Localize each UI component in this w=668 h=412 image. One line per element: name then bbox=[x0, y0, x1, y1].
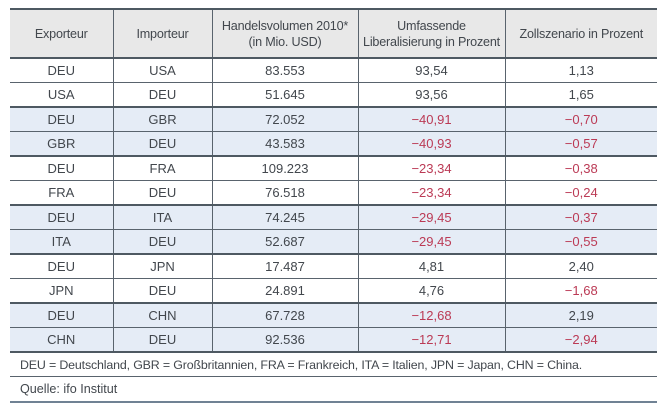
cell-liberalisierung: −23,34 bbox=[357, 155, 505, 181]
cell-liberalisierung: 93,56 bbox=[357, 82, 505, 107]
col-header-label: Importeur bbox=[136, 26, 189, 41]
cell-zollszenario: 1,65 bbox=[504, 82, 657, 107]
col-header-label: Umfassende bbox=[397, 18, 466, 33]
cell-handelsvolumen: 109.223 bbox=[211, 155, 358, 181]
cell-zollszenario: −2,94 bbox=[504, 327, 657, 353]
cell-zollszenario: −0,38 bbox=[504, 155, 657, 181]
cell-liberalisierung: −40,91 bbox=[357, 106, 505, 132]
cell-liberalisierung: 4,76 bbox=[357, 278, 505, 303]
cell-handelsvolumen: 51.645 bbox=[211, 82, 358, 107]
cell-importeur: JPN bbox=[112, 253, 212, 279]
cell-zollszenario: 2,19 bbox=[504, 302, 657, 328]
cell-liberalisierung: 4,81 bbox=[357, 253, 505, 279]
cell-importeur: DEU bbox=[112, 229, 212, 254]
cell-liberalisierung: 93,54 bbox=[357, 58, 505, 83]
cell-handelsvolumen: 24.891 bbox=[211, 278, 358, 303]
cell-zollszenario: −0,37 bbox=[504, 204, 657, 230]
cell-handelsvolumen: 76.518 bbox=[211, 180, 358, 205]
table-row: DEU ITA 74.245 −29,45 −0,37 bbox=[10, 204, 657, 230]
cell-handelsvolumen: 43.583 bbox=[211, 131, 358, 156]
table-row: DEU GBR 72.052 −40,91 −0,70 bbox=[10, 106, 657, 132]
cell-exporteur: FRA bbox=[10, 180, 113, 205]
cell-zollszenario: −0,57 bbox=[504, 131, 657, 156]
trade-table: Exporteur Importeur Handelsvolumen 2010*… bbox=[10, 8, 657, 353]
cell-handelsvolumen: 92.536 bbox=[211, 327, 358, 353]
cell-zollszenario: 1,13 bbox=[504, 58, 657, 83]
cell-exporteur: DEU bbox=[10, 106, 113, 132]
cell-importeur: CHN bbox=[112, 302, 212, 328]
cell-zollszenario: −0,55 bbox=[504, 229, 657, 254]
cell-exporteur: DEU bbox=[47, 63, 75, 78]
table-row: ITA DEU 52.687 −29,45 −0,55 bbox=[10, 229, 657, 254]
table-row: USA DEU 51.645 93,56 1,65 bbox=[10, 82, 657, 107]
cell-exporteur: GBR bbox=[10, 131, 113, 156]
cell-importeur: ITA bbox=[112, 204, 212, 230]
table-row: DEU USA 83.553 93,54 1,13 bbox=[10, 58, 657, 83]
cell-exporteur: JPN bbox=[10, 278, 113, 303]
cell-importeur: USA bbox=[112, 58, 212, 83]
cell-liberalisierung: −12,71 bbox=[357, 327, 505, 353]
cell-handelsvolumen: 74.245 bbox=[211, 204, 358, 230]
cell-importeur: FRA bbox=[112, 155, 212, 181]
cell-importeur: GBR bbox=[112, 106, 212, 132]
cell-liberalisierung: −12,68 bbox=[357, 302, 505, 328]
cell-importeur: DEU bbox=[112, 278, 212, 303]
cell-handelsvolumen: 72.052 bbox=[211, 106, 358, 132]
table-row: GBR DEU 43.583 −40,93 −0,57 bbox=[10, 131, 657, 156]
table-row: DEU JPN 17.487 4,81 2,40 bbox=[10, 253, 657, 279]
table-row: CHN DEU 92.536 −12,71 −2,94 bbox=[10, 327, 657, 353]
header-row: Exporteur Importeur Handelsvolumen 2010*… bbox=[10, 8, 657, 59]
cell-liberalisierung: −23,34 bbox=[357, 180, 505, 205]
cell-liberalisierung: −29,45 bbox=[357, 204, 505, 230]
cell-zollszenario: −1,68 bbox=[504, 278, 657, 303]
cell-zollszenario: −0,70 bbox=[504, 106, 657, 132]
col-header-liberalisierung: Umfassende Liberalisierung in Prozent bbox=[357, 8, 505, 59]
cell-zollszenario: 2,40 bbox=[504, 253, 657, 279]
cell-handelsvolumen: 52.687 bbox=[211, 229, 358, 254]
col-header-exporteur: Exporteur bbox=[10, 8, 113, 59]
cell-exporteur: DEU bbox=[10, 155, 113, 181]
cell-exporteur: ITA bbox=[10, 229, 113, 254]
cell-exporteur: USA bbox=[10, 82, 113, 107]
col-header-importeur: Importeur bbox=[112, 8, 212, 59]
cell-liberalisierung: −40,93 bbox=[357, 131, 505, 156]
cell-exporteur: CHN bbox=[10, 327, 113, 353]
cell-handelsvolumen: 67.728 bbox=[211, 302, 358, 328]
col-header-sublabel: Liberalisierung in Prozent bbox=[363, 34, 500, 49]
cell-exporteur: DEU bbox=[10, 204, 113, 230]
table-footnote: DEU = Deutschland, GBR = Großbritannien,… bbox=[10, 353, 657, 377]
col-header-label: Exporteur bbox=[34, 26, 88, 41]
cell-importeur: DEU bbox=[112, 327, 212, 353]
cell-handelsvolumen: 83.553 bbox=[211, 58, 358, 83]
table-row: FRA DEU 76.518 −23,34 −0,24 bbox=[10, 180, 657, 205]
table-row: JPN DEU 24.891 4,76 −1,68 bbox=[10, 278, 657, 303]
trade-table-figure: Exporteur Importeur Handelsvolumen 2010*… bbox=[10, 8, 657, 403]
col-header-zollszenario: Zollszenario in Prozent bbox=[504, 8, 657, 59]
cell-handelsvolumen: 17.487 bbox=[211, 253, 358, 279]
col-header-label: Zollszenario in Prozent bbox=[519, 26, 644, 41]
cell-importeur: DEU bbox=[112, 82, 212, 107]
cell-liberalisierung: −29,45 bbox=[357, 229, 505, 254]
cell-zollszenario: −0,24 bbox=[504, 180, 657, 205]
cell-exporteur: DEU bbox=[10, 302, 113, 328]
table-row: DEU FRA 109.223 −23,34 −0,38 bbox=[10, 155, 657, 181]
col-header-sublabel: (in Mio. USD) bbox=[248, 34, 322, 49]
table-source: Quelle: ifo Institut bbox=[10, 377, 657, 403]
cell-importeur: DEU bbox=[112, 180, 212, 205]
table-row: DEU CHN 67.728 −12,68 2,19 bbox=[10, 302, 657, 328]
col-header-handelsvolumen: Handelsvolumen 2010* (in Mio. USD) bbox=[211, 8, 358, 59]
cell-exporteur: DEU bbox=[10, 253, 113, 279]
col-header-label: Handelsvolumen 2010* bbox=[221, 18, 349, 33]
cell-importeur: DEU bbox=[112, 131, 212, 156]
